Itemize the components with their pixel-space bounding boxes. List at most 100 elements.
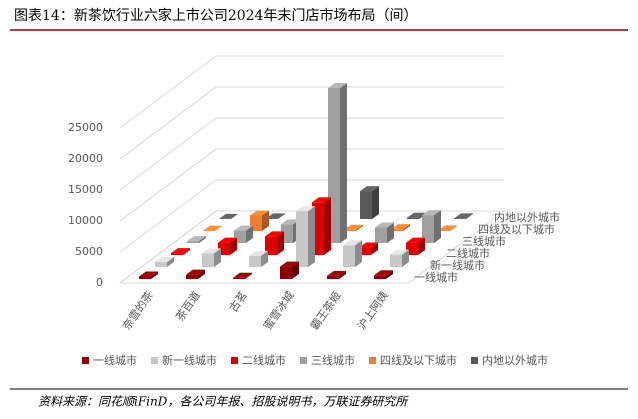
bar-side — [418, 237, 425, 255]
y-tick-label: 10000 — [68, 214, 103, 227]
bar-front — [155, 262, 167, 267]
bar-front — [171, 253, 183, 255]
bar-side — [434, 210, 441, 243]
bar — [454, 213, 473, 219]
bar-side — [450, 225, 457, 231]
legend-label: 四线及以下城市 — [380, 353, 457, 367]
legend-label: 内地以外城市 — [482, 353, 548, 367]
bar-side — [199, 236, 206, 243]
bar-top — [390, 249, 409, 255]
bar-top — [234, 225, 253, 231]
bar — [391, 224, 410, 231]
y-tick-label: 20000 — [68, 152, 103, 165]
legend-label: 新一线城市 — [162, 353, 217, 367]
bar-top — [327, 270, 346, 276]
bar-side — [372, 186, 379, 219]
bar-top — [344, 224, 363, 230]
bar-top — [296, 206, 315, 212]
bar-top — [374, 270, 393, 276]
bar-top — [171, 248, 190, 254]
bar-front — [438, 230, 450, 231]
bar — [422, 210, 441, 243]
legend-label: 二线城市 — [242, 353, 286, 367]
bar-top — [454, 213, 473, 219]
bar-top — [186, 269, 205, 275]
bar — [359, 242, 378, 255]
bar-side — [245, 272, 252, 279]
series-axis-label: 二线城市 — [446, 246, 490, 260]
bar-top — [218, 237, 237, 243]
y-tick-label: 0 — [96, 276, 103, 289]
bar-top — [328, 83, 347, 88]
bar — [233, 272, 252, 279]
bar-front — [187, 241, 199, 243]
x-tick-label: 古茗 — [227, 289, 250, 314]
legend-swatch — [369, 357, 376, 364]
grid-line — [119, 210, 505, 284]
bar — [155, 257, 174, 267]
bar-top — [281, 219, 300, 225]
legend-swatch — [300, 357, 307, 364]
x-tick-label: 奈雪的茶 — [119, 288, 156, 332]
bar-side — [466, 213, 473, 219]
bar-side — [339, 270, 346, 279]
bar-side — [292, 261, 299, 279]
series-axis-label: 一线城市 — [414, 270, 458, 284]
bar-front — [407, 217, 419, 219]
bar-side — [262, 210, 269, 231]
bar-front — [344, 229, 356, 231]
bar — [327, 270, 346, 279]
bar-side — [167, 257, 174, 267]
bar — [280, 261, 299, 279]
source: 资料来源：同花顺iFinD，各公司年报、招股说明书，万联证券研究所 — [38, 395, 409, 409]
bar-top — [250, 210, 269, 216]
x-tick-label: 霸王茶姬 — [308, 289, 344, 332]
bar-side — [387, 222, 394, 243]
grid-line — [119, 148, 505, 222]
bar — [344, 224, 363, 231]
bar-top — [187, 236, 206, 242]
bar — [187, 236, 206, 243]
bar — [203, 225, 222, 231]
bar-top — [219, 213, 238, 219]
bar-top — [155, 257, 174, 263]
x-tick-label: 蜜雪冰城 — [260, 288, 297, 332]
bar-front — [139, 276, 151, 279]
grid-line — [119, 117, 505, 191]
bar-front — [374, 275, 386, 279]
bar-side — [324, 197, 331, 255]
bar — [171, 248, 190, 255]
bar-front — [359, 247, 371, 255]
series-axis-label: 内地以外城市 — [494, 210, 560, 224]
bar-front — [296, 211, 308, 267]
bar-side — [371, 242, 378, 255]
bar-side — [246, 225, 253, 243]
bar — [360, 186, 379, 219]
y-tick-label: 25000 — [68, 121, 103, 134]
bar — [249, 250, 268, 267]
bar-top — [266, 213, 285, 219]
legend-swatch — [82, 357, 89, 364]
bar-side — [215, 225, 222, 231]
bar-top — [343, 240, 362, 246]
bar-front — [202, 253, 214, 267]
bar-front — [343, 245, 355, 267]
y-tick-label: 5000 — [75, 245, 103, 258]
bar — [296, 206, 315, 267]
bar-side — [340, 83, 347, 243]
bar — [202, 248, 221, 267]
bar-side — [356, 224, 363, 231]
bar — [266, 213, 285, 219]
bar-side — [386, 270, 393, 279]
bar-top — [375, 222, 394, 228]
legend-swatch — [231, 357, 238, 364]
bar-front — [233, 277, 245, 279]
bar-side — [231, 213, 238, 219]
bar-side — [261, 250, 268, 267]
bar-top — [249, 250, 268, 256]
bar-front — [391, 229, 403, 231]
bar-front — [186, 274, 198, 279]
bar — [219, 213, 238, 219]
bar-side — [198, 269, 205, 279]
